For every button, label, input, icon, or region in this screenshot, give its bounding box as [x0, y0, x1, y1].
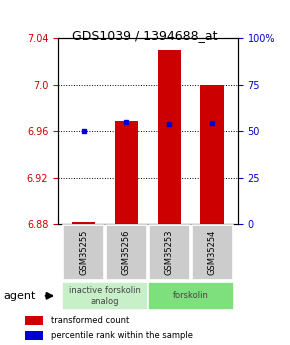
Text: GDS1039 / 1394688_at: GDS1039 / 1394688_at — [72, 29, 218, 42]
FancyBboxPatch shape — [192, 225, 233, 280]
Text: inactive forskolin
analog: inactive forskolin analog — [69, 286, 141, 306]
Text: GSM35256: GSM35256 — [122, 230, 131, 275]
Text: forskolin: forskolin — [173, 291, 209, 300]
FancyBboxPatch shape — [106, 225, 147, 280]
Text: GSM35253: GSM35253 — [165, 230, 174, 275]
FancyBboxPatch shape — [63, 225, 104, 280]
FancyBboxPatch shape — [148, 282, 233, 310]
Text: percentile rank within the sample: percentile rank within the sample — [51, 331, 193, 340]
FancyBboxPatch shape — [149, 225, 190, 280]
Text: GSM35255: GSM35255 — [79, 230, 88, 275]
Bar — [25, 332, 43, 340]
FancyBboxPatch shape — [62, 282, 148, 310]
Text: transformed count: transformed count — [51, 316, 129, 325]
Text: GSM35254: GSM35254 — [208, 230, 217, 275]
Bar — [157, 50, 181, 224]
Bar — [200, 85, 224, 224]
Bar — [115, 121, 138, 224]
Bar — [72, 222, 95, 224]
Bar — [25, 316, 43, 325]
Text: agent: agent — [3, 291, 35, 301]
